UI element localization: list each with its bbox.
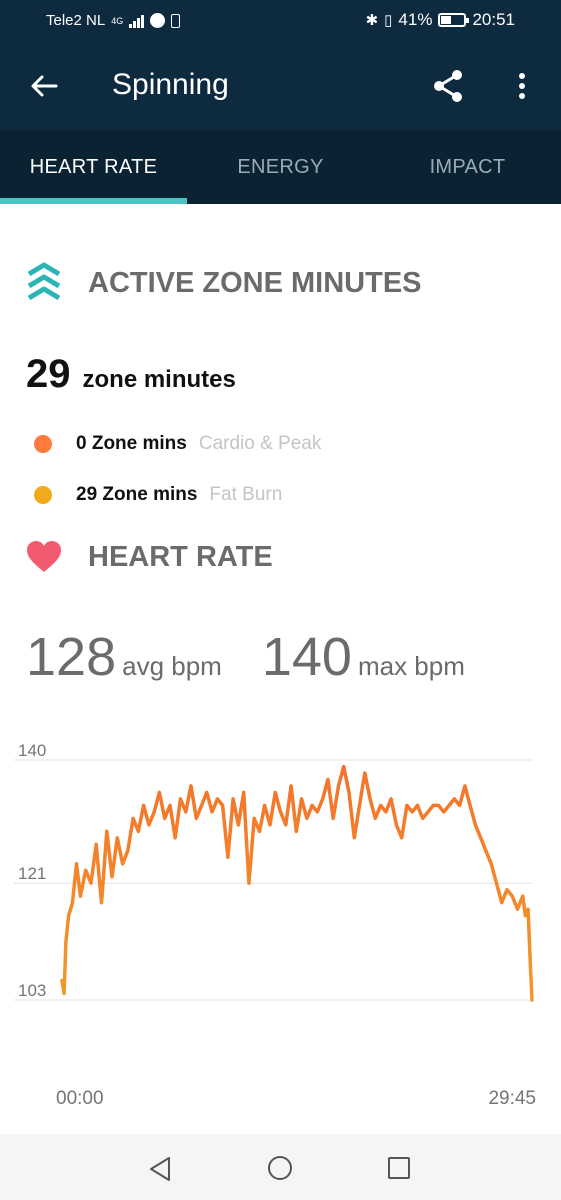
bluetooth-icon: ✱ <box>365 12 379 29</box>
vibrate-icon: ▯ <box>384 12 393 29</box>
zone-total-unit: zone minutes <box>82 366 236 393</box>
system-nav-bar <box>0 1134 561 1200</box>
tab-heart-rate[interactable]: HEART RATE <box>29 155 158 178</box>
avg-bpm-unit: avg bpm <box>122 651 222 681</box>
zone-label: Fat Burn <box>209 484 283 505</box>
cardio-peak-dot-icon <box>34 435 52 453</box>
heart-rate-chart: 140 121 103 00:00 29:45 <box>14 741 536 1109</box>
carrier-label: Tele2 NL <box>46 12 106 29</box>
heart-rate-header: HEART RATE <box>26 540 273 574</box>
back-arrow-icon[interactable] <box>28 70 60 102</box>
nav-back-icon[interactable] <box>148 1156 172 1182</box>
zone-value: 29 Zone mins <box>76 484 198 505</box>
tab-energy[interactable]: ENERGY <box>237 155 324 178</box>
max-bpm-value: 140 <box>261 627 352 687</box>
app-bar: Spinning <box>0 42 561 130</box>
zone-row-fat-burn: 29 Zone mins Fat Burn <box>34 484 282 506</box>
heart-rate-stats: 128 avg bpm 140 max bpm <box>26 626 465 688</box>
more-vert-icon[interactable] <box>512 70 532 102</box>
heart-rate-line <box>60 764 534 1002</box>
status-bar: Tele2 NL 4G ✱ ▯ 41% 20:51 <box>0 0 561 42</box>
tab-impact[interactable]: IMPACT <box>429 155 506 178</box>
y-tick-label: 103 <box>18 981 46 1000</box>
tab-bar: HEART RATE ENERGY IMPACT <box>0 130 561 204</box>
x-label-start: 00:00 <box>56 1088 104 1109</box>
share-icon[interactable] <box>430 68 466 104</box>
active-zone-icon <box>27 262 61 301</box>
zone-label: Cardio & Peak <box>198 433 322 454</box>
heart-rate-title: HEART RATE <box>88 540 273 573</box>
x-label-end: 29:45 <box>488 1088 536 1109</box>
page-title: Spinning <box>112 68 229 101</box>
zone-row-cardio: 0 Zone mins Cardio & Peak <box>34 433 321 455</box>
max-bpm-unit: max bpm <box>357 651 465 681</box>
heart-icon <box>27 541 61 572</box>
y-tick-label: 140 <box>18 741 46 760</box>
zone-value: 0 Zone mins <box>76 433 187 454</box>
spotify-icon <box>150 13 166 28</box>
battery-percent: 41% <box>398 10 433 29</box>
clock: 20:51 <box>472 10 515 29</box>
battery-icon <box>438 13 470 27</box>
nav-home-icon[interactable] <box>267 1155 293 1181</box>
azm-header: ACTIVE ZONE MINUTES <box>26 262 422 304</box>
azm-title: ACTIVE ZONE MINUTES <box>88 266 422 299</box>
y-tick-label: 121 <box>18 864 46 883</box>
network-label: 4G <box>111 15 124 26</box>
battery-saver-icon <box>171 13 181 28</box>
avg-bpm-value: 128 <box>26 627 117 687</box>
fat-burn-dot-icon <box>34 486 52 504</box>
zone-total-value: 29 <box>26 352 71 396</box>
signal-icon <box>129 14 145 28</box>
tab-indicator <box>0 198 187 204</box>
nav-recents-icon[interactable] <box>387 1156 411 1180</box>
zone-total: 29 zone minutes <box>26 352 236 397</box>
